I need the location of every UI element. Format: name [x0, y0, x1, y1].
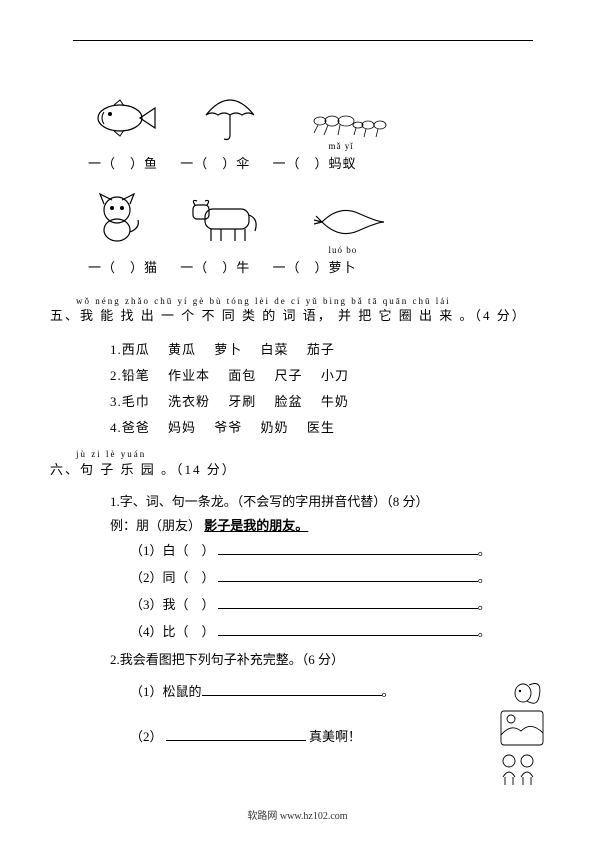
example-underline: 影子是我的朋友。 [204, 518, 308, 533]
blank-line [218, 635, 478, 636]
word: 面包 [228, 368, 256, 383]
page-footer: 软路网 www.hz102.com [0, 807, 595, 822]
label: 一（ ）伞 [180, 156, 250, 171]
section6-heading: jù zi lè yuán 六、句 子 乐 园 。（14 分） [50, 447, 535, 480]
section6-q1-example: 例：朋（朋友） 影子是我的朋友。 [110, 515, 535, 534]
pinyin: mǎ yǐ [329, 141, 354, 151]
word: 爷爷 [214, 420, 242, 435]
caption-item: 一（ ）猫 [88, 257, 158, 276]
word: 2.铅笔 [110, 368, 150, 383]
list-row: 1.西瓜 黄瓜 萝卜 白菜 茄子 [110, 337, 535, 363]
fill-line: （4）比（ ） 。 [130, 621, 535, 640]
line-prefix: （3）我（ ） [130, 597, 215, 612]
section6-q2: （1）松鼠的 。 （2） 真美啊！ [110, 681, 535, 745]
word: 萝卜 [214, 342, 242, 357]
word: 4.爸爸 [110, 420, 150, 435]
label: 一（ ）鱼 [88, 156, 158, 171]
list-row: 4.爸爸 妈妈 爷爷 奶奶 医生 [110, 415, 535, 441]
list-row: 3.毛巾 洗衣粉 牙刷 脸盆 牛奶 [110, 389, 535, 415]
umbrella-icon [200, 91, 260, 141]
fill-line: （3）我（ ） 。 [130, 594, 535, 613]
section6-q1-title: 1.字、词、句一条龙。（不会写的字用拼音代替）（8 分） [110, 490, 535, 515]
caption-item: 一（ ）牛 [180, 257, 250, 276]
section5-title: 五、我 能 找 出 一 个 不 同 类 的 词 语， 并 把 它 圈 出 来 。… [50, 308, 527, 323]
q2-line1-suffix: 。 [382, 684, 395, 699]
fill-line: （2）同（ ） 。 [130, 567, 535, 586]
line-prefix: （1）白（ ） [130, 543, 215, 558]
blank-line [166, 740, 306, 741]
top-rule [73, 40, 533, 41]
worksheet-page: 一（ ）鱼 一（ ）伞 mǎ yǐ 一（ ）蚂蚁 [0, 0, 595, 842]
word: 洗衣粉 [168, 394, 210, 409]
side-illustration-icon [465, 677, 545, 787]
word: 脸盆 [275, 394, 303, 409]
caption-item: luó bo 一（ ）萝卜 [273, 257, 357, 276]
word: 牙刷 [228, 394, 256, 409]
label: 一（ ）牛 [180, 260, 250, 275]
blank-line [218, 554, 478, 555]
list-row: 2.铅笔 作业本 面包 尺子 小刀 [110, 363, 535, 389]
label: 一（ ）萝卜 [273, 260, 357, 275]
caption-row-a: 一（ ）鱼 一（ ）伞 mǎ yǐ 一（ ）蚂蚁 [88, 153, 535, 172]
blank-line [218, 581, 478, 582]
caption-item: 一（ ）伞 [180, 153, 250, 172]
word: 小刀 [321, 368, 349, 383]
word: 尺子 [275, 368, 303, 383]
word: 医生 [307, 420, 335, 435]
pinyin: luó bo [329, 245, 358, 255]
example-prefix: 例：朋（朋友） [110, 518, 201, 533]
q2-line2-suffix: 真美啊！ [309, 729, 361, 744]
section5-list: 1.西瓜 黄瓜 萝卜 白菜 茄子 2.铅笔 作业本 面包 尺子 小刀 3.毛巾 … [110, 337, 535, 441]
image-row-a [90, 91, 535, 141]
caption-row-b: 一（ ）猫 一（ ）牛 luó bo 一（ ）萝卜 [88, 257, 535, 276]
label: 一（ ）猫 [88, 260, 158, 275]
word: 作业本 [168, 368, 210, 383]
section6-q1-fill: （1）白（ ） 。 （2）同（ ） 。 （3）我（ ） 。 （4）比（ ） 。 [130, 540, 535, 640]
line-prefix: （4）比（ ） [130, 624, 215, 639]
section6-q2-title: 2.我会看图把下列句子补充完整。（6 分） [110, 648, 535, 673]
word: 黄瓜 [168, 342, 196, 357]
cat-icon [90, 190, 145, 245]
q2-line1-prefix: （1）松鼠的 [130, 684, 202, 699]
word: 白菜 [261, 342, 289, 357]
section5-pinyin: wǒ néng zhǎo chū yí gè bù tóng lèi de cí… [76, 294, 535, 308]
line-prefix: （2）同（ ） [130, 570, 215, 585]
label: 一（ ）蚂蚁 [273, 156, 357, 171]
word: 妈妈 [168, 420, 196, 435]
word: 3.毛巾 [110, 394, 150, 409]
ant-icon [300, 101, 390, 141]
radish-icon [310, 200, 390, 245]
caption-item: mǎ yǐ 一（ ）蚂蚁 [273, 153, 357, 172]
caption-item: 一（ ）鱼 [88, 153, 158, 172]
blank-line [218, 608, 478, 609]
cow-icon [185, 195, 270, 245]
section6-pinyin: jù zi lè yuán [76, 447, 535, 461]
q2-line2-prefix: （2） [130, 729, 163, 744]
fish-icon [90, 96, 160, 141]
blank-line [202, 695, 382, 696]
image-row-b [90, 190, 535, 245]
word: 奶奶 [261, 420, 289, 435]
fill-line: （1）白（ ） 。 [130, 540, 535, 559]
word: 1.西瓜 [110, 342, 150, 357]
section5-heading: wǒ néng zhǎo chū yí gè bù tóng lèi de cí… [50, 294, 535, 327]
word: 牛奶 [321, 394, 349, 409]
section6-title: 六、句 子 乐 园 。（14 分） [50, 462, 237, 477]
word: 茄子 [307, 342, 335, 357]
